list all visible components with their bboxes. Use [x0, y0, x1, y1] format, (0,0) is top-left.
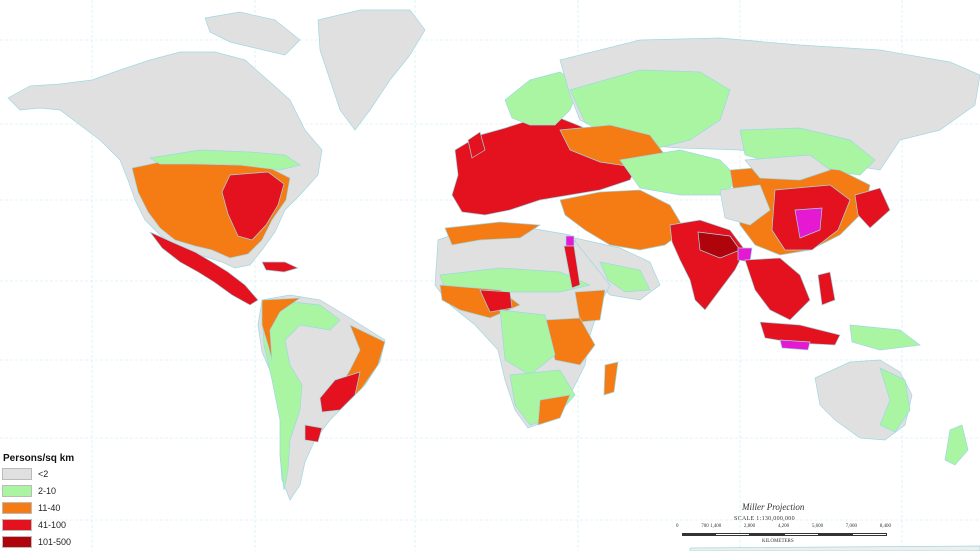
legend-item: 11-40 — [2, 501, 122, 515]
ganges — [697, 231, 741, 259]
legend-swatch — [2, 502, 32, 514]
scale-bar-graphic — [682, 533, 888, 536]
scale-bar: Miller Projection SCALE 1:130,000,000 0 … — [676, 502, 906, 548]
ethiopia — [574, 289, 606, 323]
new-guinea — [849, 324, 921, 351]
nile-delta — [565, 235, 575, 247]
java — [779, 339, 811, 351]
legend-label: 41-100 — [38, 520, 67, 530]
scandinavia — [504, 71, 581, 126]
scale-tick: 700 1,400 — [701, 524, 722, 529]
scale-units: KILOMETERS — [762, 539, 794, 544]
new-zealand — [944, 424, 969, 466]
legend-item: 41-100 — [2, 518, 122, 532]
scale-tick: 7,000 — [845, 524, 858, 529]
legend-item: <2 — [2, 467, 122, 481]
argentina-dense — [304, 424, 323, 443]
nile-valley — [563, 245, 581, 289]
mongolia — [744, 154, 831, 181]
arctic-islands — [204, 11, 301, 56]
legend-label: 2-10 — [38, 486, 57, 496]
uk — [467, 131, 486, 159]
korea-japan — [854, 187, 891, 229]
central-america — [149, 231, 259, 306]
arabia-coast — [599, 261, 651, 293]
australia-east — [879, 367, 911, 433]
south-africa-coast — [537, 394, 571, 426]
greenland — [317, 9, 426, 131]
scale-tick: 4,200 — [777, 524, 790, 529]
legend-label: 11-40 — [38, 503, 61, 513]
antarctica — [689, 545, 980, 551]
nigeria — [479, 289, 513, 313]
legend-swatch — [2, 536, 32, 548]
indonesia — [759, 321, 841, 346]
legend-swatch — [2, 468, 32, 480]
scale-ratio: SCALE 1:130,000,000 — [734, 516, 795, 522]
philippines — [817, 271, 836, 306]
middle-east — [559, 189, 686, 251]
us-east-dense — [221, 171, 285, 241]
legend-swatch — [2, 485, 32, 497]
southeast-asia — [744, 257, 811, 321]
central-africa — [499, 309, 556, 376]
south-america-coast — [261, 297, 302, 361]
china-core — [794, 207, 823, 239]
north-africa-coast — [444, 221, 542, 246]
scale-tick: 2,800 — [743, 524, 756, 529]
scale-tick: 5,600 — [811, 524, 824, 529]
tibet — [719, 184, 771, 226]
siberia-green — [739, 127, 876, 176]
map-legend: Persons/sq km <2 2-10 11-40 41-100 101-5… — [2, 453, 122, 552]
madagascar — [603, 361, 619, 396]
caribbean — [261, 261, 300, 273]
scale-tick: 8,400 — [879, 524, 891, 529]
scale-tick: 0 — [676, 524, 679, 529]
legend-swatch — [2, 519, 32, 531]
legend-item: 2-10 — [2, 484, 122, 498]
legend-title: Persons/sq km — [3, 453, 75, 464]
kazakhstan — [619, 149, 741, 196]
legend-item: 101-500 — [2, 535, 122, 549]
south-america-green — [261, 299, 341, 491]
legend-label: 101-500 — [38, 537, 72, 547]
brazil-southeast — [319, 371, 361, 413]
legend-label: <2 — [38, 469, 49, 479]
scale-ticks: 0 700 1,400 2,800 4,200 5,600 7,000 8,40… — [676, 524, 891, 529]
projection-label: Miller Projection — [742, 502, 805, 512]
canada-sparse — [148, 149, 301, 171]
landmasses — [7, 9, 980, 551]
